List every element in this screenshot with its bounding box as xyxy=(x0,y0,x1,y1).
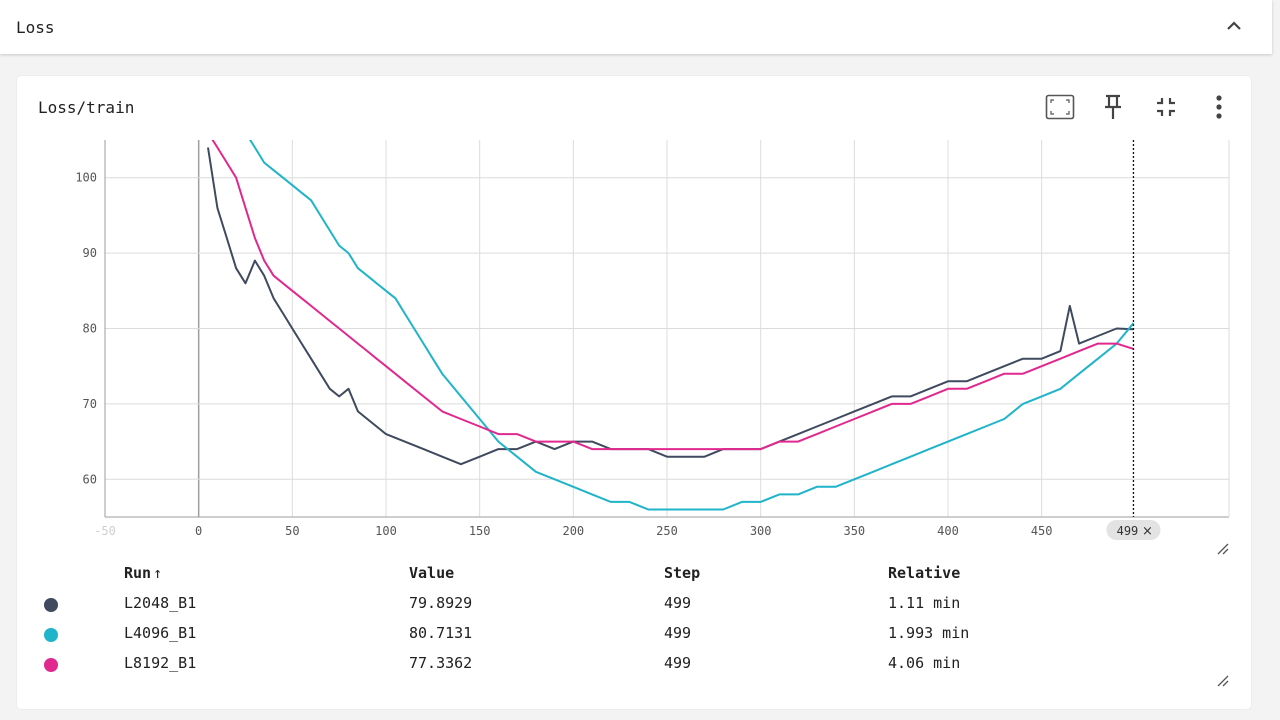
resize-handle-icon xyxy=(1217,543,1229,555)
group-header: Loss xyxy=(0,0,1272,54)
run-name: L4096_B1 xyxy=(124,624,197,642)
sort-arrow-icon: ↑ xyxy=(153,564,163,582)
table-row: L2048_B1 79.8929 499 1.11 min xyxy=(17,590,1251,620)
x-tick-label: 150 xyxy=(469,524,491,538)
line-chart[interactable]: -500501001502002503003504004505006070809… xyxy=(17,76,1251,556)
run-relative: 1.11 min xyxy=(888,594,961,612)
step-header[interactable]: Step xyxy=(664,564,701,582)
y-tick-label: 100 xyxy=(75,171,97,185)
y-tick-label: 60 xyxy=(83,472,97,486)
series-line-L2048_B1 xyxy=(207,147,1134,466)
fit-domain-button[interactable] xyxy=(1043,90,1077,124)
run-step: 499 xyxy=(664,654,692,672)
x-tick-label: 450 xyxy=(1031,524,1053,538)
run-color-swatch xyxy=(44,598,58,612)
chevron-up-icon xyxy=(1227,21,1241,30)
x-tick-label: 400 xyxy=(937,524,959,538)
run-header-label: Run xyxy=(124,564,152,582)
run-value: 77.3362 xyxy=(409,654,473,672)
run-header[interactable]: Run ↑ xyxy=(124,564,162,582)
x-tick-label: -50 xyxy=(94,524,116,538)
collapse-fullscreen-icon xyxy=(1157,98,1175,116)
x-tick-label: 350 xyxy=(843,524,865,538)
x-tick-label: 200 xyxy=(562,524,584,538)
run-name: L8192_B1 xyxy=(124,654,197,672)
card-title: Loss/train xyxy=(38,98,135,117)
fullscreen-button[interactable] xyxy=(1149,90,1183,124)
relative-header[interactable]: Relative xyxy=(888,564,961,582)
y-tick-label: 90 xyxy=(83,246,97,260)
run-step: 499 xyxy=(664,594,692,612)
chart-resize-handle[interactable] xyxy=(1216,541,1230,555)
cursor-badge xyxy=(1106,520,1161,540)
run-relative: 1.993 min xyxy=(888,624,970,642)
series-line-L8192_B1 xyxy=(211,140,1134,451)
run-value: 80.7131 xyxy=(409,624,473,642)
group-title: Loss xyxy=(16,18,55,37)
x-tick-label: 300 xyxy=(750,524,772,538)
fit-domain-icon xyxy=(1045,94,1075,120)
run-value: 79.8929 xyxy=(409,594,473,612)
cursor-close-icon[interactable]: × xyxy=(1142,524,1153,539)
table-resize-handle[interactable] xyxy=(1216,673,1230,687)
scalar-card: Loss/train -50 0 50 100 150 200 250 300 350 400 45… xyxy=(17,76,1251,709)
x-tick-label: 0 xyxy=(195,524,202,538)
table-row: L4096_B1 80.7131 499 1.993 min xyxy=(17,620,1251,650)
run-name: L2048_B1 xyxy=(124,594,197,612)
more-vert-icon xyxy=(1216,95,1222,119)
series-line-L4096_B1 xyxy=(249,140,1135,511)
collapse-group-button[interactable] xyxy=(1220,12,1248,40)
data-table-header: Run ↑ Value Step Relative xyxy=(17,560,1251,590)
run-color-swatch xyxy=(44,628,58,642)
run-relative: 4.06 min xyxy=(888,654,961,672)
resize-handle-icon xyxy=(1217,675,1229,687)
x-tick-label: 100 xyxy=(375,524,397,538)
x-tick-label: 50 xyxy=(285,524,299,538)
pin-icon xyxy=(1105,94,1121,119)
run-color-swatch xyxy=(44,658,58,672)
pin-button[interactable] xyxy=(1096,90,1130,124)
more-options-button[interactable] xyxy=(1202,90,1236,124)
x-tick-label: 250 xyxy=(656,524,678,538)
cursor-label: 499 xyxy=(1117,524,1139,538)
value-header[interactable]: Value xyxy=(409,564,455,582)
run-step: 499 xyxy=(664,624,692,642)
table-row: L8192_B1 77.3362 499 4.06 min xyxy=(17,650,1251,680)
y-tick-label: 70 xyxy=(83,397,97,411)
y-tick-label: 80 xyxy=(83,322,97,336)
